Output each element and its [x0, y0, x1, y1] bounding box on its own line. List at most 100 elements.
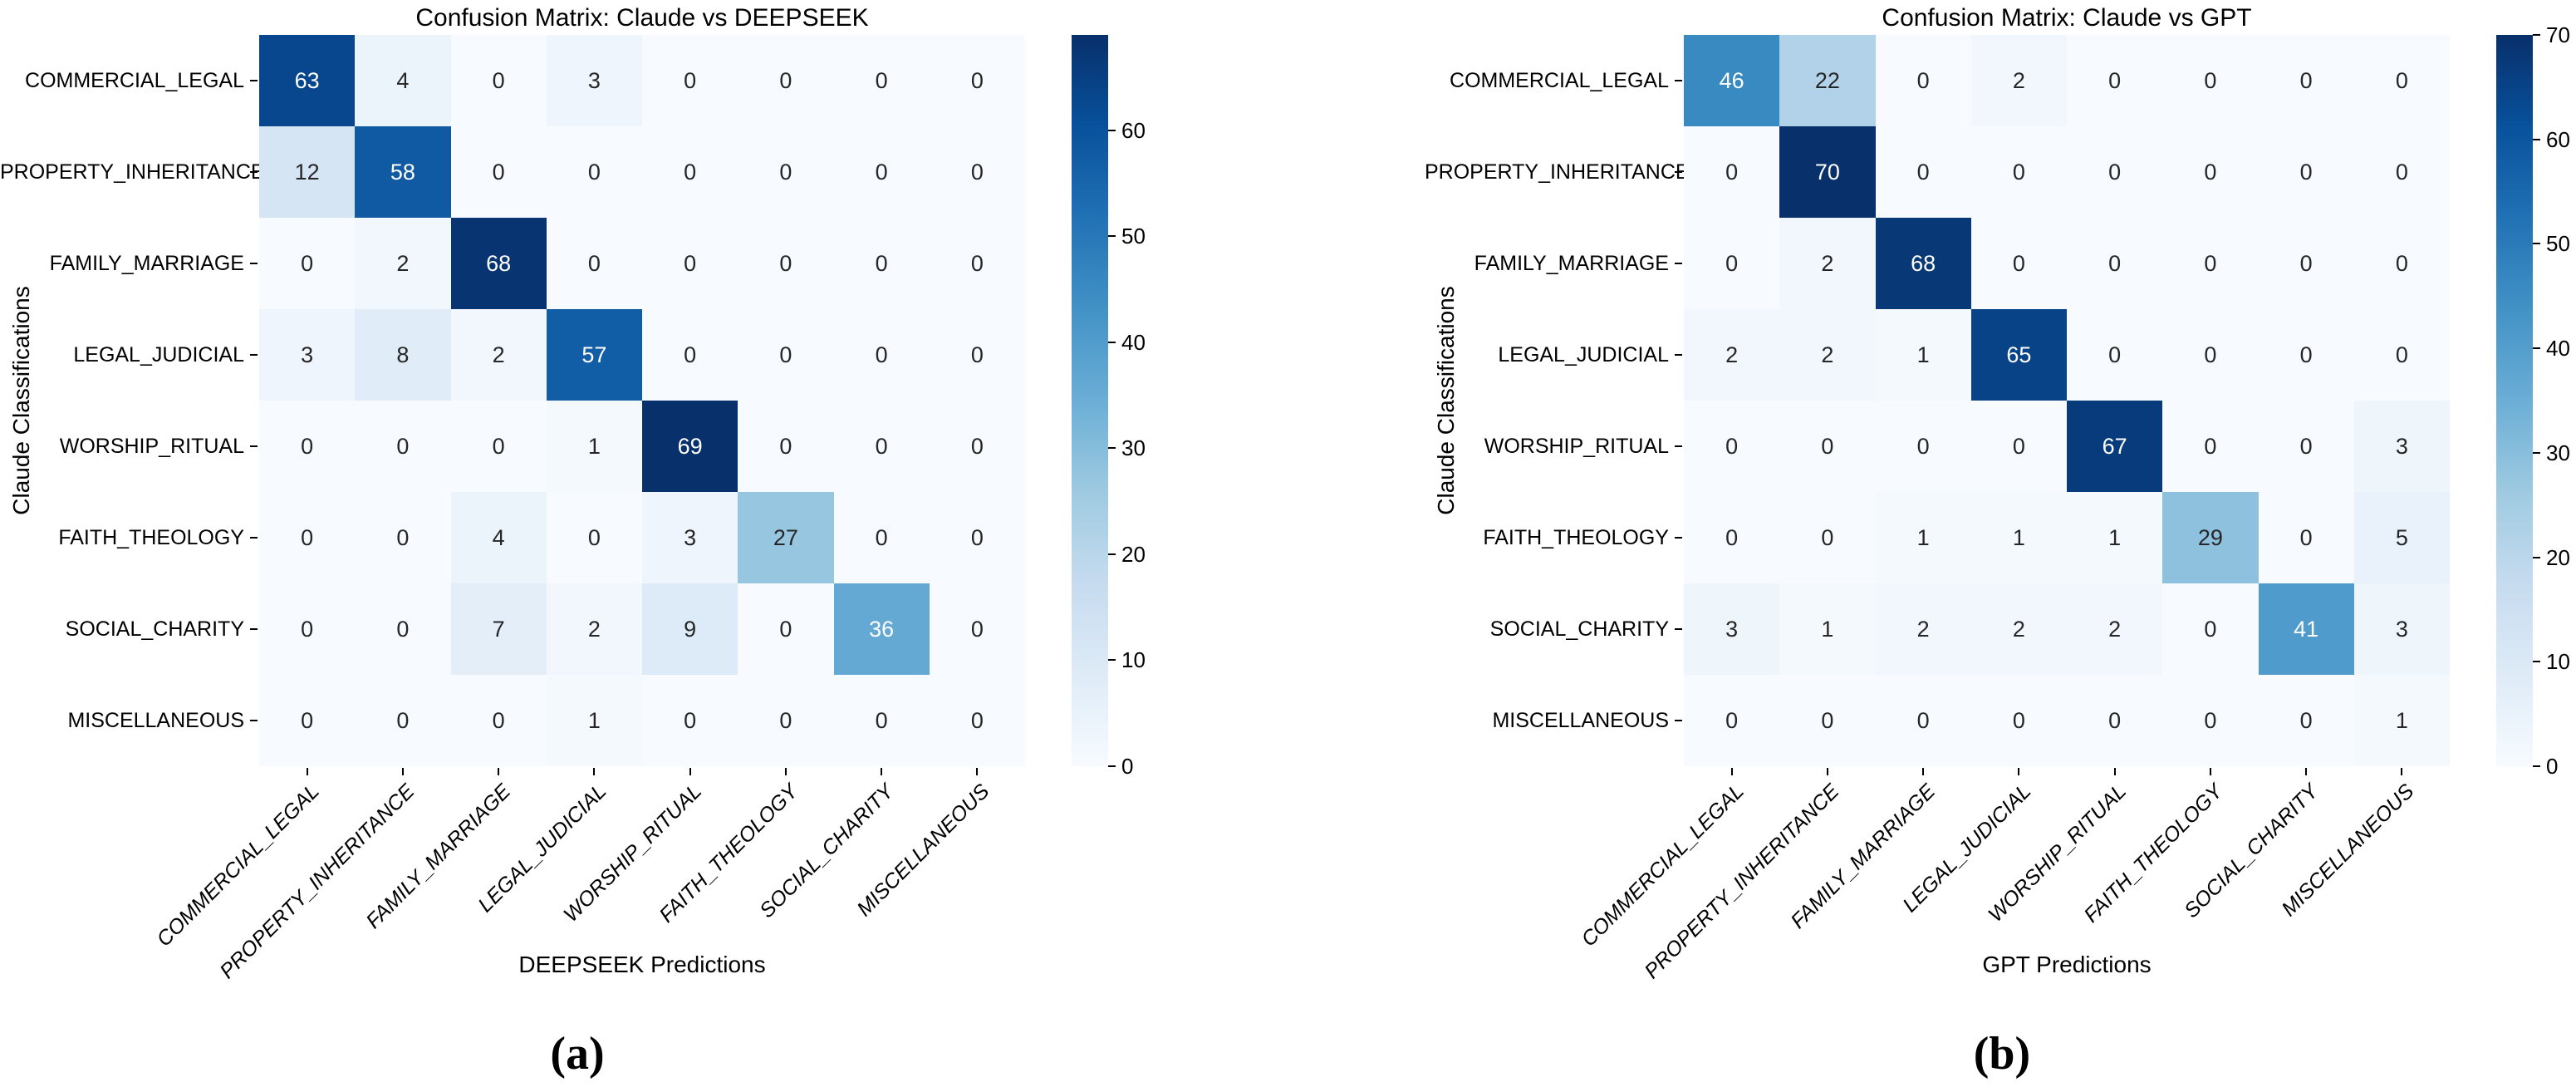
x-tick-label: COMMERCIAL_LEGAL [151, 780, 324, 952]
heatmap-cell: 0 [259, 218, 356, 309]
heatmap-cell: 0 [833, 492, 930, 583]
x-tick-mark [881, 768, 883, 775]
y-tick-mark [250, 537, 258, 539]
colorbar-tick-mark [1108, 235, 1116, 238]
heatmap-cell: 0 [546, 126, 642, 218]
heatmap-cell: 0 [642, 675, 738, 766]
figure-b-x-axis-label: GPT Predictions [1982, 952, 2152, 977]
y-tick-mark [1675, 263, 1682, 264]
y-tick-label: PROPERTY_INHERITANCE [0, 160, 265, 184]
colorbar-tick-mark [1108, 553, 1116, 555]
heatmap-cell: 41 [2258, 583, 2354, 675]
x-tick-mark [689, 768, 691, 775]
heatmap-cell: 0 [2067, 35, 2163, 126]
y-tick-label: LEGAL_JUDICIAL [1498, 343, 1669, 366]
heatmap-cell: 0 [355, 583, 451, 675]
colorbar-gradient [1072, 35, 1108, 766]
heatmap-cell: 0 [355, 675, 451, 766]
heatmap-cell: 1 [546, 675, 642, 766]
heatmap-cell: 2 [355, 218, 451, 309]
colorbar-tick-label: 40 [2546, 336, 2570, 362]
heatmap-cell: 2 [1684, 309, 1780, 401]
colorbar-tick-mark [1108, 129, 1116, 131]
figure-b-y-axis-label: Claude Classifications [1433, 286, 1459, 515]
heatmap-cell: 0 [738, 309, 834, 401]
x-tick-mark [1730, 768, 1733, 775]
x-tick-mark [2401, 768, 2403, 775]
heatmap-cell: 0 [642, 218, 738, 309]
heatmap-cell: 0 [1684, 218, 1780, 309]
heatmap-cell: 7 [450, 583, 547, 675]
heatmap-cell: 0 [2258, 309, 2354, 401]
heatmap-cell: 0 [642, 126, 738, 218]
heatmap-cell: 0 [546, 218, 642, 309]
heatmap-cell: 2 [450, 309, 547, 401]
heatmap-cell: 0 [2258, 126, 2354, 218]
heatmap-cell: 3 [546, 35, 642, 126]
heatmap-cell: 1 [2353, 675, 2450, 766]
x-tick-mark [1826, 768, 1828, 775]
y-tick-label: SOCIAL_CHARITY [1489, 617, 1669, 641]
figure-a-heatmap: 63 4 0 3 0 0 0 0 12 58 0 0 0 0 0 0 0 2 68 0 0 0 0 0 3 8 2 57 0 0 0 0 0 0 0… [259, 35, 1025, 766]
y-tick-mark [250, 720, 258, 721]
figure-b-caption: (b) [1973, 1028, 2031, 1080]
heatmap-cell: 2 [1779, 309, 1876, 401]
colorbar-gradient [2496, 35, 2533, 766]
heatmap-cell: 0 [2258, 401, 2354, 492]
colorbar-tick-mark [1108, 447, 1116, 450]
heatmap-cell: 68 [450, 218, 547, 309]
heatmap-cell: 0 [450, 35, 547, 126]
heatmap-cell: 0 [259, 401, 356, 492]
colorbar-tick-label: 70 [2546, 22, 2570, 47]
y-tick-mark [250, 80, 258, 81]
y-tick-label: FAITH_THEOLOGY [1483, 526, 1669, 549]
y-tick-label: COMMERCIAL_LEGAL [1450, 69, 1669, 92]
x-tick-mark [976, 768, 979, 775]
heatmap-cell: 1 [1779, 583, 1876, 675]
heatmap-cell: 69 [642, 401, 738, 492]
colorbar-tick-mark [2533, 451, 2540, 454]
heatmap-cell: 0 [738, 583, 834, 675]
heatmap-cell: 1 [1875, 309, 1971, 401]
heatmap-cell: 5 [2353, 492, 2450, 583]
y-tick-label: LEGAL_JUDICIAL [73, 343, 244, 366]
heatmap-cell: 0 [929, 126, 1025, 218]
figure-a-caption: (a) [550, 1028, 605, 1080]
heatmap-cell: 2 [1970, 35, 2067, 126]
colorbar-tick-mark [1108, 659, 1116, 662]
colorbar-tick-label: 0 [1121, 754, 1134, 779]
heatmap-cell: 0 [833, 675, 930, 766]
heatmap-cell: 2 [1875, 583, 1971, 675]
y-tick-label: MISCELLANEOUS [67, 709, 244, 732]
x-tick-mark [401, 768, 404, 775]
colorbar-tick-label: 0 [2546, 754, 2559, 779]
heatmap-cell: 0 [2067, 126, 2163, 218]
heatmap-cell: 0 [2258, 35, 2354, 126]
y-tick-mark [1675, 537, 1682, 539]
heatmap-cell: 3 [1684, 583, 1780, 675]
colorbar-tick-label: 50 [1121, 224, 1146, 249]
heatmap-cell: 0 [1779, 401, 1876, 492]
heatmap-cell: 0 [1684, 401, 1780, 492]
heatmap-cell: 0 [929, 35, 1025, 126]
heatmap-cell: 0 [2162, 401, 2259, 492]
colorbar-tick-label: 10 [2546, 649, 2570, 675]
heatmap-cell: 0 [1875, 401, 1971, 492]
heatmap-cell: 2 [2067, 583, 2163, 675]
heatmap-cell: 0 [833, 218, 930, 309]
heatmap-cell: 0 [929, 675, 1025, 766]
heatmap-cell: 8 [355, 309, 451, 401]
heatmap-cell: 9 [642, 583, 738, 675]
heatmap-cell: 0 [450, 126, 547, 218]
heatmap-cell: 0 [2162, 309, 2259, 401]
figure-a-title: Confusion Matrix: Claude vs DEEPSEEK [415, 4, 869, 32]
colorbar-tick-mark [2533, 347, 2540, 350]
y-tick-mark [250, 171, 258, 173]
heatmap-cell: 0 [2162, 583, 2259, 675]
y-tick-mark [1675, 445, 1682, 447]
heatmap-cell: 0 [833, 401, 930, 492]
heatmap-cell: 0 [642, 35, 738, 126]
x-tick-mark [784, 768, 787, 775]
x-tick-mark [1922, 768, 1925, 775]
heatmap-cell: 0 [450, 675, 547, 766]
